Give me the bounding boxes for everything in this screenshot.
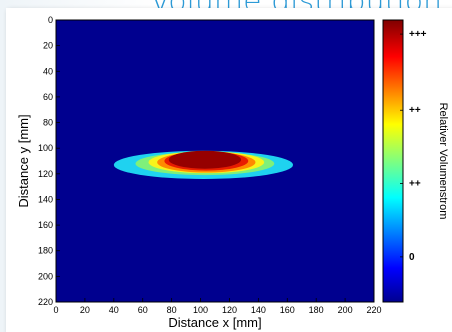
y-tick-label: 0 <box>48 15 53 25</box>
y-tick-label: 120 <box>38 169 53 179</box>
hotspot-layer <box>113 150 294 179</box>
x-tick-label: 100 <box>193 305 208 315</box>
x-tick-label: 0 <box>53 305 58 315</box>
x-tick-label: 180 <box>309 305 324 315</box>
y-tick-label: 180 <box>38 246 53 256</box>
y-tick-label: 160 <box>38 220 53 230</box>
y-axis-label: Distance y [mm] <box>16 114 31 207</box>
y-tick-label: 220 <box>38 297 53 307</box>
y-tick-label: 140 <box>38 194 53 204</box>
y-tick-label: 200 <box>38 271 53 281</box>
y-tick-label: 20 <box>43 41 53 51</box>
colorbar-ticks: +++++++0 <box>400 29 427 263</box>
colorbar-tick-label: ++ <box>409 105 421 116</box>
figure-panel: 0 20 40 60 80 100 120 140 160 180 200 220 0 20 40 60 80 1… <box>6 8 452 332</box>
hotspot-darkred <box>168 150 242 169</box>
x-axis-label: Distance x [mm] <box>168 315 261 330</box>
colorbar-tick-label: ++ <box>409 179 421 190</box>
x-tick-label: 40 <box>109 305 119 315</box>
colorbar <box>382 19 404 303</box>
y-tick-label: 100 <box>38 143 53 153</box>
x-tick-label: 20 <box>80 305 90 315</box>
colorbar-tick-label: +++ <box>409 29 427 40</box>
colorbar-tick-label: 0 <box>409 252 415 263</box>
axis-ticks: 0 20 40 60 80 100 120 140 160 180 200 2200204060801… <box>38 15 382 315</box>
x-tick-label: 160 <box>280 305 295 315</box>
y-tick-label: 40 <box>43 66 53 76</box>
colorbar-label: Relativer Volumenstrom <box>437 103 449 220</box>
plot-frame <box>55 19 375 303</box>
y-tick-label: 80 <box>43 118 53 128</box>
x-tick-label: 200 <box>338 305 353 315</box>
heatmap-chart: 0 20 40 60 80 100 120 140 160 180 200 2200204060801… <box>16 15 449 330</box>
x-tick-label: 220 <box>366 305 381 315</box>
x-tick-label: 60 <box>138 305 148 315</box>
x-tick-label: 80 <box>167 305 177 315</box>
x-tick-label: 120 <box>222 305 237 315</box>
y-tick-label: 60 <box>43 92 53 102</box>
x-tick-label: 140 <box>251 305 266 315</box>
